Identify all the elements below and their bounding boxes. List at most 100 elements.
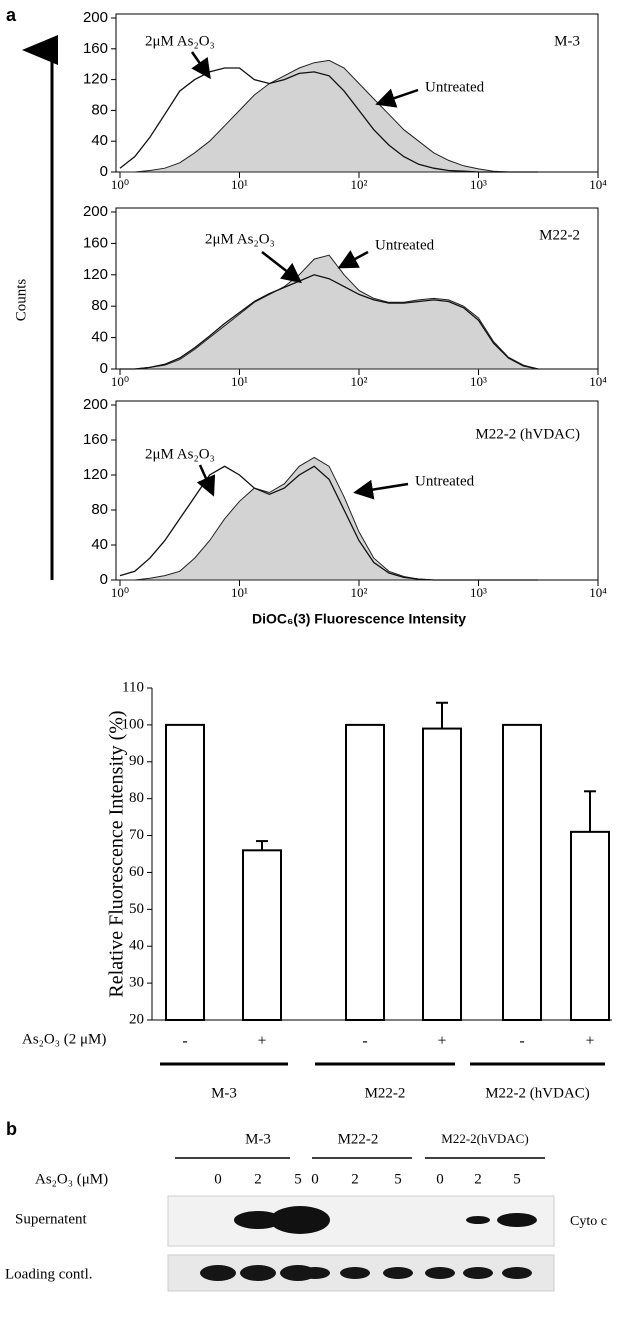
blot-band — [383, 1267, 413, 1279]
x-tick-label: 10⁴ — [589, 585, 607, 600]
bar — [165, 723, 205, 1022]
bar — [242, 849, 282, 1021]
blot-band — [502, 1267, 532, 1279]
dose-value: 0 — [311, 1171, 319, 1187]
y-tick-label: 160 — [83, 40, 108, 57]
y-tick-label: 70 — [129, 827, 144, 843]
y-tick-label: 30 — [129, 975, 144, 991]
category-label: - — [182, 1033, 187, 1050]
x-tick-label: 10¹ — [231, 177, 248, 192]
x-tick-label: 10⁰ — [111, 585, 129, 600]
annotation-arrow — [196, 464, 216, 497]
histogram-line — [119, 465, 539, 581]
side-label: Cyto c — [570, 1214, 607, 1229]
y-tick-label: 40 — [129, 938, 144, 954]
chart-title: M22-2 (hVDAC) — [475, 426, 580, 442]
category-label: + — [437, 1033, 446, 1050]
chart-title: M22-2 — [539, 227, 580, 243]
x-tick-label: 10⁰ — [111, 177, 129, 192]
dose-value: 0 — [436, 1171, 444, 1187]
category-label: + — [585, 1033, 594, 1050]
category-label: - — [519, 1033, 524, 1050]
x-tick-label: 10² — [351, 374, 368, 389]
x-axis-label: DiOC₆(3) Fluorescence Intensity — [252, 611, 466, 627]
histogram-area — [120, 254, 539, 370]
histogram-line — [120, 274, 539, 370]
blot-band — [463, 1267, 493, 1279]
x-tick-label: 10² — [351, 177, 368, 192]
y-tick-label: 40 — [91, 329, 108, 346]
series-annotation: Untreated — [375, 237, 435, 253]
dose-value: 5 — [394, 1171, 402, 1187]
y-axis-label: Relative Fluorescence Intensity (%) — [106, 710, 128, 997]
y-tick-label: 20 — [129, 1011, 144, 1027]
row-label: Loading contl. — [5, 1266, 92, 1282]
y-tick-label: 90 — [129, 753, 144, 769]
bar — [345, 723, 385, 1022]
category-label: - — [362, 1033, 367, 1050]
x-tick-label: 10³ — [470, 177, 487, 192]
y-tick-label: 0 — [100, 360, 108, 377]
dose-value: 2 — [474, 1171, 482, 1187]
dose-value: 2 — [351, 1171, 359, 1187]
y-tick-label: 110 — [122, 679, 144, 695]
blot-group-label: M22-2(hVDAC) — [441, 1131, 528, 1146]
y-tick-label: 120 — [83, 71, 108, 88]
blot-strip — [167, 1195, 555, 1247]
x-tick-label: 10⁴ — [589, 374, 607, 389]
y-tick-label: 120 — [83, 266, 108, 283]
y-tick-label: 200 — [83, 203, 108, 220]
dose-value: 5 — [513, 1171, 521, 1187]
panel-label: a — [6, 5, 17, 25]
x-tick-label: 10¹ — [231, 374, 248, 389]
series-annotation: Untreated — [415, 473, 475, 489]
y-tick-label: 0 — [100, 163, 108, 180]
x-tick-label: 10³ — [470, 585, 487, 600]
x-tick-label: 10⁰ — [111, 374, 129, 389]
y-tick-label: 80 — [91, 501, 108, 518]
y-tick-label: 160 — [83, 431, 108, 448]
annotation-arrow — [261, 251, 302, 284]
annotation-arrow — [375, 88, 419, 108]
annotation-arrow — [337, 250, 369, 269]
x-tick-label: 10² — [351, 585, 368, 600]
group-label: M-3 — [211, 1085, 237, 1101]
bar — [570, 830, 610, 1021]
x-tick-label: 10¹ — [231, 585, 248, 600]
group-label: M22-2 (hVDAC) — [485, 1085, 590, 1101]
histogram-line — [119, 67, 539, 173]
y-tick-label: 80 — [91, 101, 108, 118]
annotation-arrow — [353, 479, 409, 500]
bar — [502, 723, 542, 1022]
blot-band — [270, 1206, 330, 1234]
y-tick-label: 120 — [83, 466, 108, 483]
x-tick-label: 10³ — [470, 374, 487, 389]
y-tick-label: 100 — [122, 716, 145, 732]
y-tick-label: 80 — [129, 790, 144, 806]
blot-group-label: M-3 — [245, 1131, 271, 1147]
y-tick-label: 200 — [83, 9, 108, 26]
y-tick-label: 40 — [91, 536, 108, 553]
chart-title: M-3 — [554, 33, 580, 49]
blot-band — [234, 1211, 282, 1229]
y-axis-label: Counts — [13, 279, 29, 322]
dose-value: 2 — [254, 1171, 262, 1187]
blot-band — [200, 1265, 236, 1281]
y-tick-label: 60 — [129, 864, 144, 880]
y-tick-label: 160 — [83, 234, 108, 251]
bar — [422, 727, 462, 1021]
dose-value: 0 — [214, 1171, 222, 1187]
series-annotation: 2μM As₂O₃ — [145, 446, 215, 462]
blot-band — [240, 1265, 276, 1281]
blot-group-label: M22-2 — [338, 1131, 379, 1147]
blot-band — [425, 1267, 455, 1279]
x-tick-label: 10⁴ — [589, 177, 607, 192]
blot-band — [497, 1213, 537, 1227]
histogram-area — [120, 456, 539, 581]
histogram-area — [120, 59, 539, 173]
panel-label: b — [6, 1119, 17, 1139]
group-label: M22-2 — [365, 1085, 406, 1101]
category-label: + — [257, 1033, 266, 1050]
row-label: Supernatent — [15, 1211, 87, 1227]
